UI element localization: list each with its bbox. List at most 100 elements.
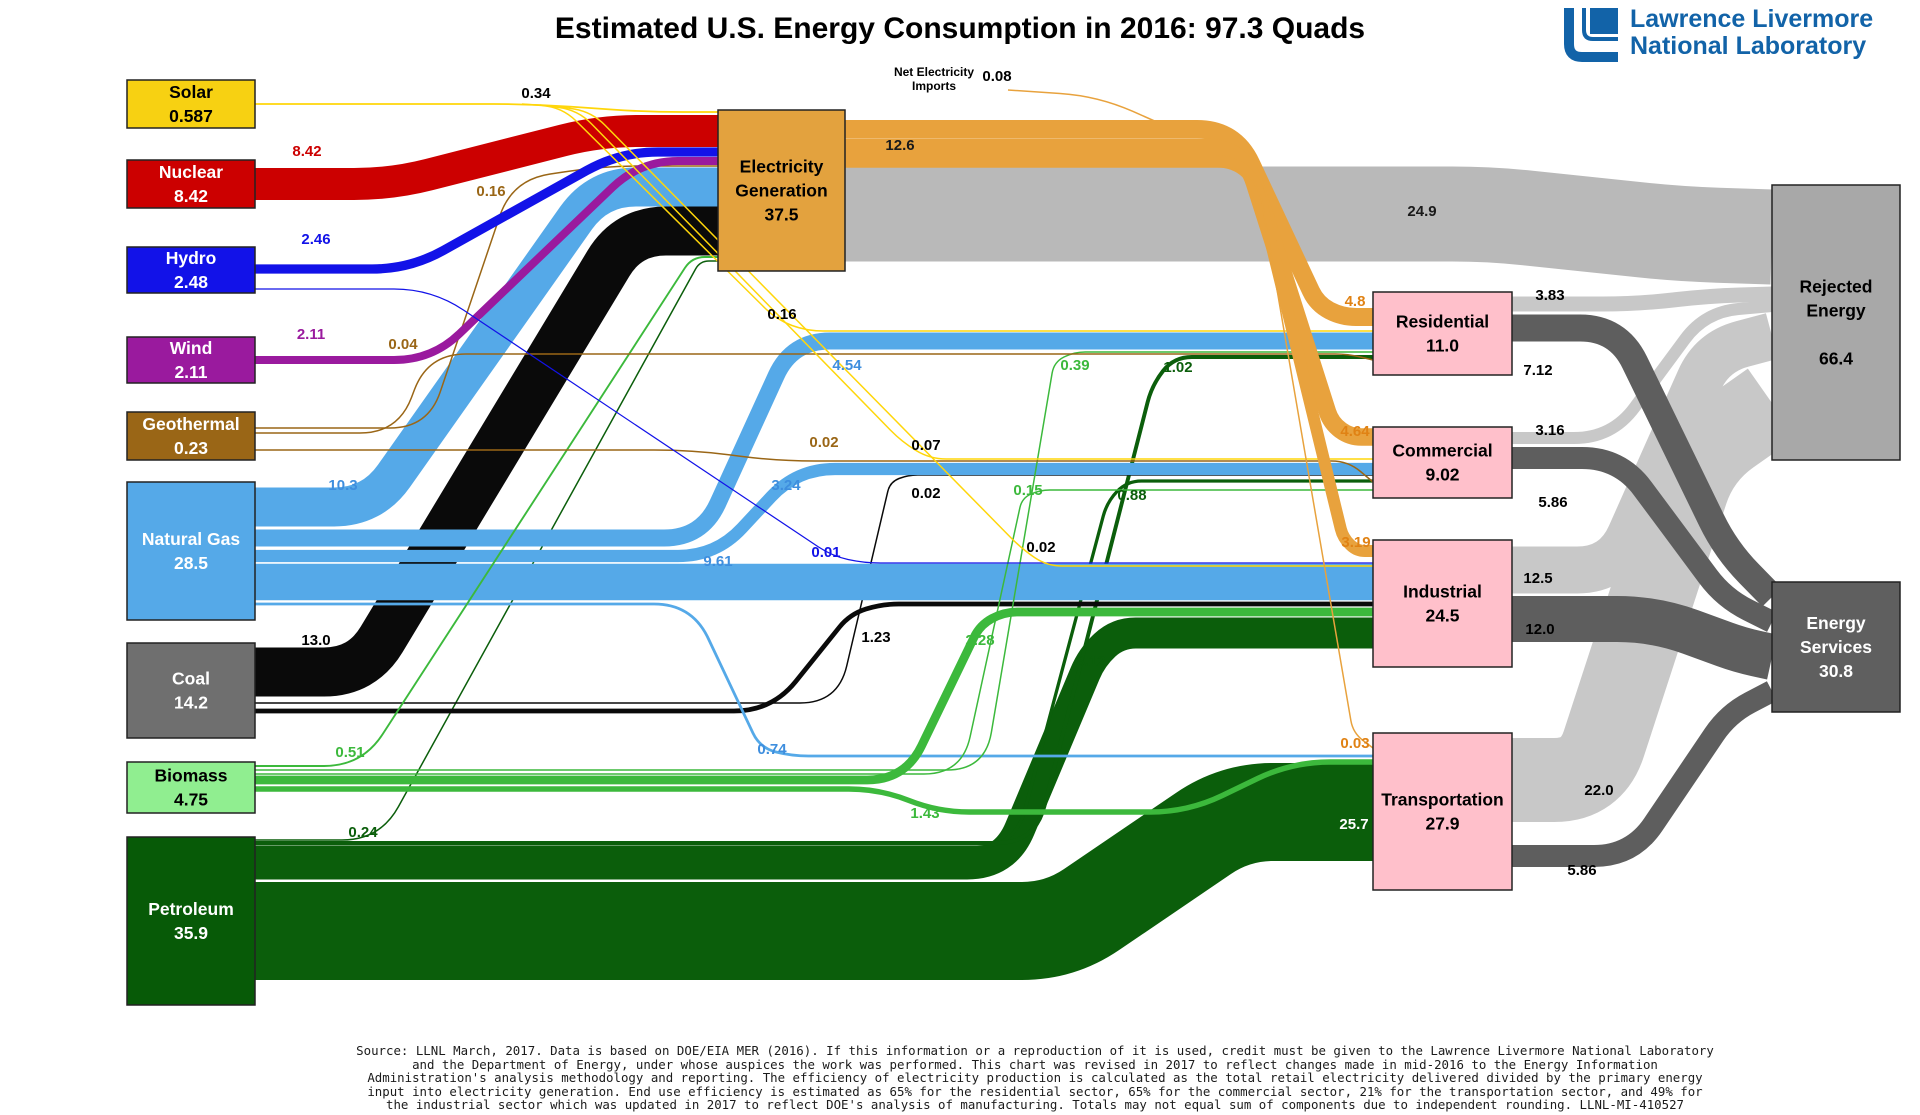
flow-label: 8.12 bbox=[1076, 653, 1105, 670]
node-petroleum bbox=[126, 836, 256, 1006]
flow-label: 22.0 bbox=[1584, 782, 1613, 799]
flow-industrial-to-energy-services bbox=[1512, 596, 1777, 680]
node-coal bbox=[126, 642, 256, 739]
flow-biomass-to-commercial bbox=[255, 489, 1373, 775]
flow-label: 12.0 bbox=[1525, 621, 1554, 638]
source-note-line: Source: LLNL March, 2017. Data is based … bbox=[356, 1043, 1714, 1058]
node-label-energy-services: 30.8 bbox=[1819, 661, 1853, 681]
node-label-electricity-generation: Electricity bbox=[740, 157, 824, 177]
flow-label: 2.11 bbox=[297, 326, 325, 343]
flow-label: 2.28 bbox=[965, 632, 994, 649]
flow-label: 12.5 bbox=[1523, 570, 1552, 587]
flow-solar-to-electricity-generation bbox=[255, 103, 718, 113]
flow-transportation-to-energy-services bbox=[1512, 681, 1778, 867]
flow-label: 2.46 bbox=[301, 231, 330, 248]
node-geothermal bbox=[126, 411, 256, 461]
flow-commercial-to-energy-services bbox=[1512, 447, 1777, 632]
node-wind bbox=[126, 336, 256, 384]
node-nuclear bbox=[126, 159, 256, 209]
flow-label: 9.61 bbox=[703, 553, 732, 570]
flow-label: 1.23 bbox=[861, 629, 890, 646]
flow-label: 3.16 bbox=[1535, 422, 1564, 439]
flow-electricity-generation-to-transportation bbox=[845, 166, 1374, 749]
flow-label: 24.9 bbox=[1407, 203, 1436, 220]
flow-natural-gas-to-residential bbox=[255, 332, 1373, 547]
node-label-rejected-energy: Energy bbox=[1806, 301, 1866, 321]
flow-label: 1.02 bbox=[1163, 359, 1192, 376]
flow-label: 3.83 bbox=[1535, 287, 1564, 304]
flow-biomass-to-electricity-generation bbox=[255, 256, 718, 767]
flow-label: 0.16 bbox=[767, 306, 796, 323]
flow-biomass-to-residential bbox=[255, 351, 1373, 771]
flow-label: 0.51 bbox=[335, 744, 364, 761]
llnl-logo-line2: National Laboratory bbox=[1630, 32, 1867, 60]
node-natural-gas bbox=[126, 481, 256, 621]
flow-label: 0.01 bbox=[811, 544, 840, 561]
node-energy-services bbox=[1771, 581, 1901, 713]
page-title: Estimated U.S. Energy Consumption in 201… bbox=[554, 12, 1366, 45]
flow-petroleum-to-industrial bbox=[255, 617, 1373, 880]
node-rejected-energy bbox=[1771, 184, 1901, 461]
node-label-energy-services: Services bbox=[1800, 637, 1872, 657]
node-label-electricity-generation: Generation bbox=[735, 181, 827, 201]
flow-electricity-generation-to-commercial bbox=[845, 138, 1373, 446]
node-label-industrial: Industrial bbox=[1403, 582, 1482, 602]
flow-solar-to-industrial bbox=[555, 105, 1373, 567]
flow-label: 0.16 bbox=[476, 183, 505, 200]
flow-label: 0.02 bbox=[809, 434, 838, 451]
source-note-line: input into electricity generation. End u… bbox=[367, 1083, 1703, 1099]
node-label-geothermal: Geothermal bbox=[142, 414, 239, 434]
flow-nuclear-to-electricity-generation bbox=[255, 115, 718, 200]
flow-label: 0.24 bbox=[348, 824, 378, 841]
node-label-transportation: 27.9 bbox=[1425, 814, 1459, 834]
flow-label: 8.42 bbox=[292, 143, 321, 160]
flow-solar-to-residential bbox=[521, 103, 1373, 332]
flow-geothermal-to-residential bbox=[255, 353, 1374, 434]
node-label-coal: 14.2 bbox=[174, 693, 208, 713]
flow-label: 4.64 bbox=[1340, 423, 1370, 440]
flow-residential-to-energy-services bbox=[1512, 314, 1782, 607]
node-commercial bbox=[1372, 426, 1513, 499]
node-label-commercial: 9.02 bbox=[1425, 465, 1459, 485]
flow-label: 25.7 bbox=[1339, 816, 1368, 833]
flow-net-electricity-imports-to-electricity-distribution bbox=[1007, 89, 1176, 131]
node-label-coal: Coal bbox=[172, 669, 210, 689]
flow-natural-gas-to-commercial bbox=[255, 462, 1373, 563]
flow-label: 0.07 bbox=[911, 437, 940, 454]
flow-biomass-to-transportation bbox=[255, 759, 1373, 815]
node-biomass bbox=[126, 761, 256, 814]
flow-label: 4.8 bbox=[1345, 293, 1366, 310]
flow-coal-to-industrial bbox=[255, 601, 1373, 714]
flow-label: 7.12 bbox=[1523, 362, 1552, 379]
source-note-line: the industrial sector which was updated … bbox=[385, 1097, 1684, 1113]
flow-electricity-generation-to-industrial bbox=[845, 155, 1373, 557]
node-label-solar: 0.587 bbox=[169, 106, 213, 126]
flow-label: 12.6 bbox=[885, 137, 914, 154]
flow-label: 3.24 bbox=[771, 477, 801, 494]
node-label-rejected-energy: 66.4 bbox=[1819, 349, 1853, 369]
node-label-wind: Wind bbox=[170, 338, 213, 358]
flow-natural-gas-to-transportation bbox=[255, 602, 1373, 758]
source-note-line: and the Department of Energy, under whos… bbox=[412, 1056, 1658, 1072]
node-label-residential: 11.0 bbox=[1426, 336, 1459, 356]
flow-label: 13.0 bbox=[301, 632, 330, 649]
llnl-logo-icon bbox=[1564, 8, 1618, 62]
node-label-petroleum: Petroleum bbox=[148, 899, 234, 919]
flow-residential-to-rejected-energy bbox=[1512, 286, 1773, 312]
flow-label: 0.15 bbox=[1013, 482, 1042, 499]
node-label-nuclear: 8.42 bbox=[174, 186, 208, 206]
node-hydro bbox=[126, 246, 256, 294]
flow-electricity-generation-to-residential bbox=[845, 120, 1373, 326]
flow-electricity-generation-to-rejected-energy bbox=[845, 166, 1774, 285]
flow-label: 0.02 bbox=[911, 485, 940, 502]
node-label-energy-services: Energy bbox=[1806, 613, 1866, 633]
node-label-commercial: Commercial bbox=[1392, 441, 1492, 461]
node-label-solar: Solar bbox=[169, 82, 213, 102]
node-label-geothermal: 0.23 bbox=[174, 438, 208, 458]
flow-petroleum-to-transportation bbox=[255, 763, 1373, 980]
node-label-transportation: Transportation bbox=[1381, 790, 1504, 810]
flow-label: 0.04 bbox=[388, 336, 418, 353]
flow-biomass-to-industrial bbox=[255, 607, 1373, 785]
flow-label: Imports bbox=[912, 79, 956, 93]
